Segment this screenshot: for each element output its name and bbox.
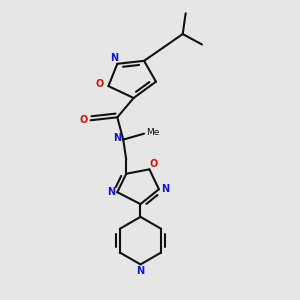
Text: N: N <box>112 133 121 143</box>
Text: O: O <box>96 79 104 89</box>
Text: O: O <box>80 115 88 125</box>
Text: N: N <box>110 53 118 64</box>
Text: N: N <box>107 187 115 196</box>
Text: N: N <box>136 266 145 276</box>
Text: Me: Me <box>146 128 160 137</box>
Text: O: O <box>149 159 158 169</box>
Text: N: N <box>161 184 169 194</box>
